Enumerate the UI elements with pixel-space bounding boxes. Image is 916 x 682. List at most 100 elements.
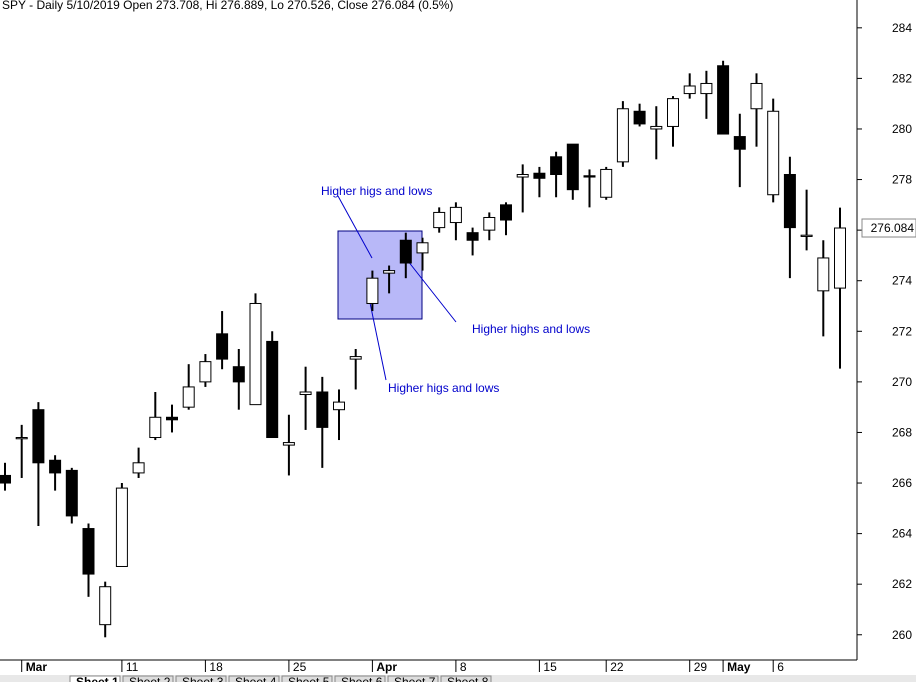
candle-body xyxy=(266,340,279,439)
sheet-tab-label: Sheet 2 xyxy=(129,675,171,682)
y-tick-label: 282 xyxy=(892,71,912,85)
candle-body xyxy=(700,82,713,95)
candle-body xyxy=(299,391,312,396)
sheet-tab xyxy=(228,675,280,682)
candle-body xyxy=(750,82,763,110)
sheet-tab-label: Sheet 3 xyxy=(182,675,224,682)
x-tick-label: 22 xyxy=(610,660,624,674)
candle-body xyxy=(132,462,145,474)
y-tick-label: 268 xyxy=(892,425,912,439)
y-tick-label: 280 xyxy=(892,122,912,136)
candle-body xyxy=(149,416,162,439)
candle-body xyxy=(333,401,345,411)
annotation-line xyxy=(403,255,457,323)
sheet-tab xyxy=(69,675,121,682)
x-tick-label: Mar xyxy=(26,660,48,674)
candle-body xyxy=(834,227,846,289)
candle-body xyxy=(733,136,746,150)
candle-body xyxy=(216,333,229,360)
candle-body xyxy=(717,65,730,135)
x-tick-label: 29 xyxy=(694,660,708,674)
candle-body xyxy=(583,175,596,178)
sheet-tab xyxy=(175,675,227,682)
y-tick-label: 274 xyxy=(892,274,912,288)
candle-body xyxy=(683,85,696,95)
candle-body xyxy=(800,234,813,237)
annotation: Higher higs and lows xyxy=(388,381,499,395)
candle-body xyxy=(82,528,95,575)
y-tick-label: 264 xyxy=(892,527,912,541)
candle-body xyxy=(566,143,579,191)
candle-body xyxy=(232,366,245,383)
y-tick-label: 278 xyxy=(892,173,912,187)
candle-body xyxy=(667,98,679,127)
annotation: Higher higs and lows xyxy=(321,184,432,198)
candle-body xyxy=(282,442,295,446)
x-tick-label: 15 xyxy=(543,660,557,674)
sheet-tab-label: Sheet 7 xyxy=(394,675,436,682)
sheet-tab-label: Sheet 1 xyxy=(76,675,119,682)
y-tick-label: 260 xyxy=(892,628,912,642)
candle-body xyxy=(65,469,78,517)
y-tick-label: 284 xyxy=(892,21,912,35)
candle-body xyxy=(249,302,262,406)
last-price-box xyxy=(861,218,916,238)
candle-body xyxy=(32,409,45,464)
y-tick-label: 266 xyxy=(892,476,912,490)
candle-body xyxy=(449,206,462,224)
y-tick-label: 262 xyxy=(892,577,912,591)
candle-body xyxy=(500,204,512,221)
candle-body xyxy=(516,173,529,178)
candle-body xyxy=(783,173,796,229)
x-tick-label: 8 xyxy=(460,660,467,674)
candle-body xyxy=(633,110,646,125)
x-tick-label: 18 xyxy=(209,660,223,674)
sheet-tab xyxy=(122,675,174,682)
candle-body xyxy=(383,270,396,274)
chart-title: SPY - Daily 5/10/2019 Open 273.708, Hi 2… xyxy=(2,0,453,12)
y-tick-label: 270 xyxy=(892,375,912,389)
candle-body xyxy=(533,172,546,179)
sheet-tab xyxy=(281,675,333,682)
sheet-tab-label: Sheet 6 xyxy=(341,675,383,682)
annotation: Higher highs and lows xyxy=(472,322,590,336)
x-tick-label: 25 xyxy=(293,660,307,674)
candle-body xyxy=(817,257,830,292)
candle-body xyxy=(399,239,412,264)
candle-body xyxy=(49,459,62,474)
candle-body xyxy=(366,277,379,304)
candle-body xyxy=(115,487,128,567)
x-tick-label: Apr xyxy=(376,660,397,674)
sheet-tab xyxy=(387,675,439,682)
candle-body xyxy=(15,437,28,440)
sheet-tab-label: Sheet 8 xyxy=(447,675,489,682)
last-price-label: 276.084 xyxy=(871,221,915,235)
candle-body xyxy=(199,361,212,383)
candle-body xyxy=(349,356,362,360)
candle-body xyxy=(550,156,563,175)
x-tick-label: 11 xyxy=(126,660,139,674)
candle-body xyxy=(466,232,479,241)
x-tick-label: May xyxy=(727,660,751,674)
x-tick-label: 6 xyxy=(777,660,784,674)
candle-body xyxy=(600,168,613,198)
candle-body xyxy=(616,108,629,163)
candle-body xyxy=(416,242,429,254)
sheet-tab-label: Sheet 5 xyxy=(288,675,330,682)
candle-body xyxy=(99,586,112,626)
candle-body xyxy=(483,216,496,231)
sheet-tab-label: Sheet 4 xyxy=(235,675,277,682)
candle-body xyxy=(433,211,446,229)
sheet-tab xyxy=(440,675,492,682)
candle-body xyxy=(650,125,663,130)
y-tick-label: 272 xyxy=(892,324,912,338)
candle-body xyxy=(182,386,195,408)
sheet-tab xyxy=(334,675,386,682)
annotations: Higher higs and lows Higher highs and lo… xyxy=(321,184,590,395)
candle-body xyxy=(0,474,11,484)
annotation-line xyxy=(337,195,373,259)
candle-body xyxy=(166,416,178,421)
annotation-line xyxy=(368,297,387,381)
